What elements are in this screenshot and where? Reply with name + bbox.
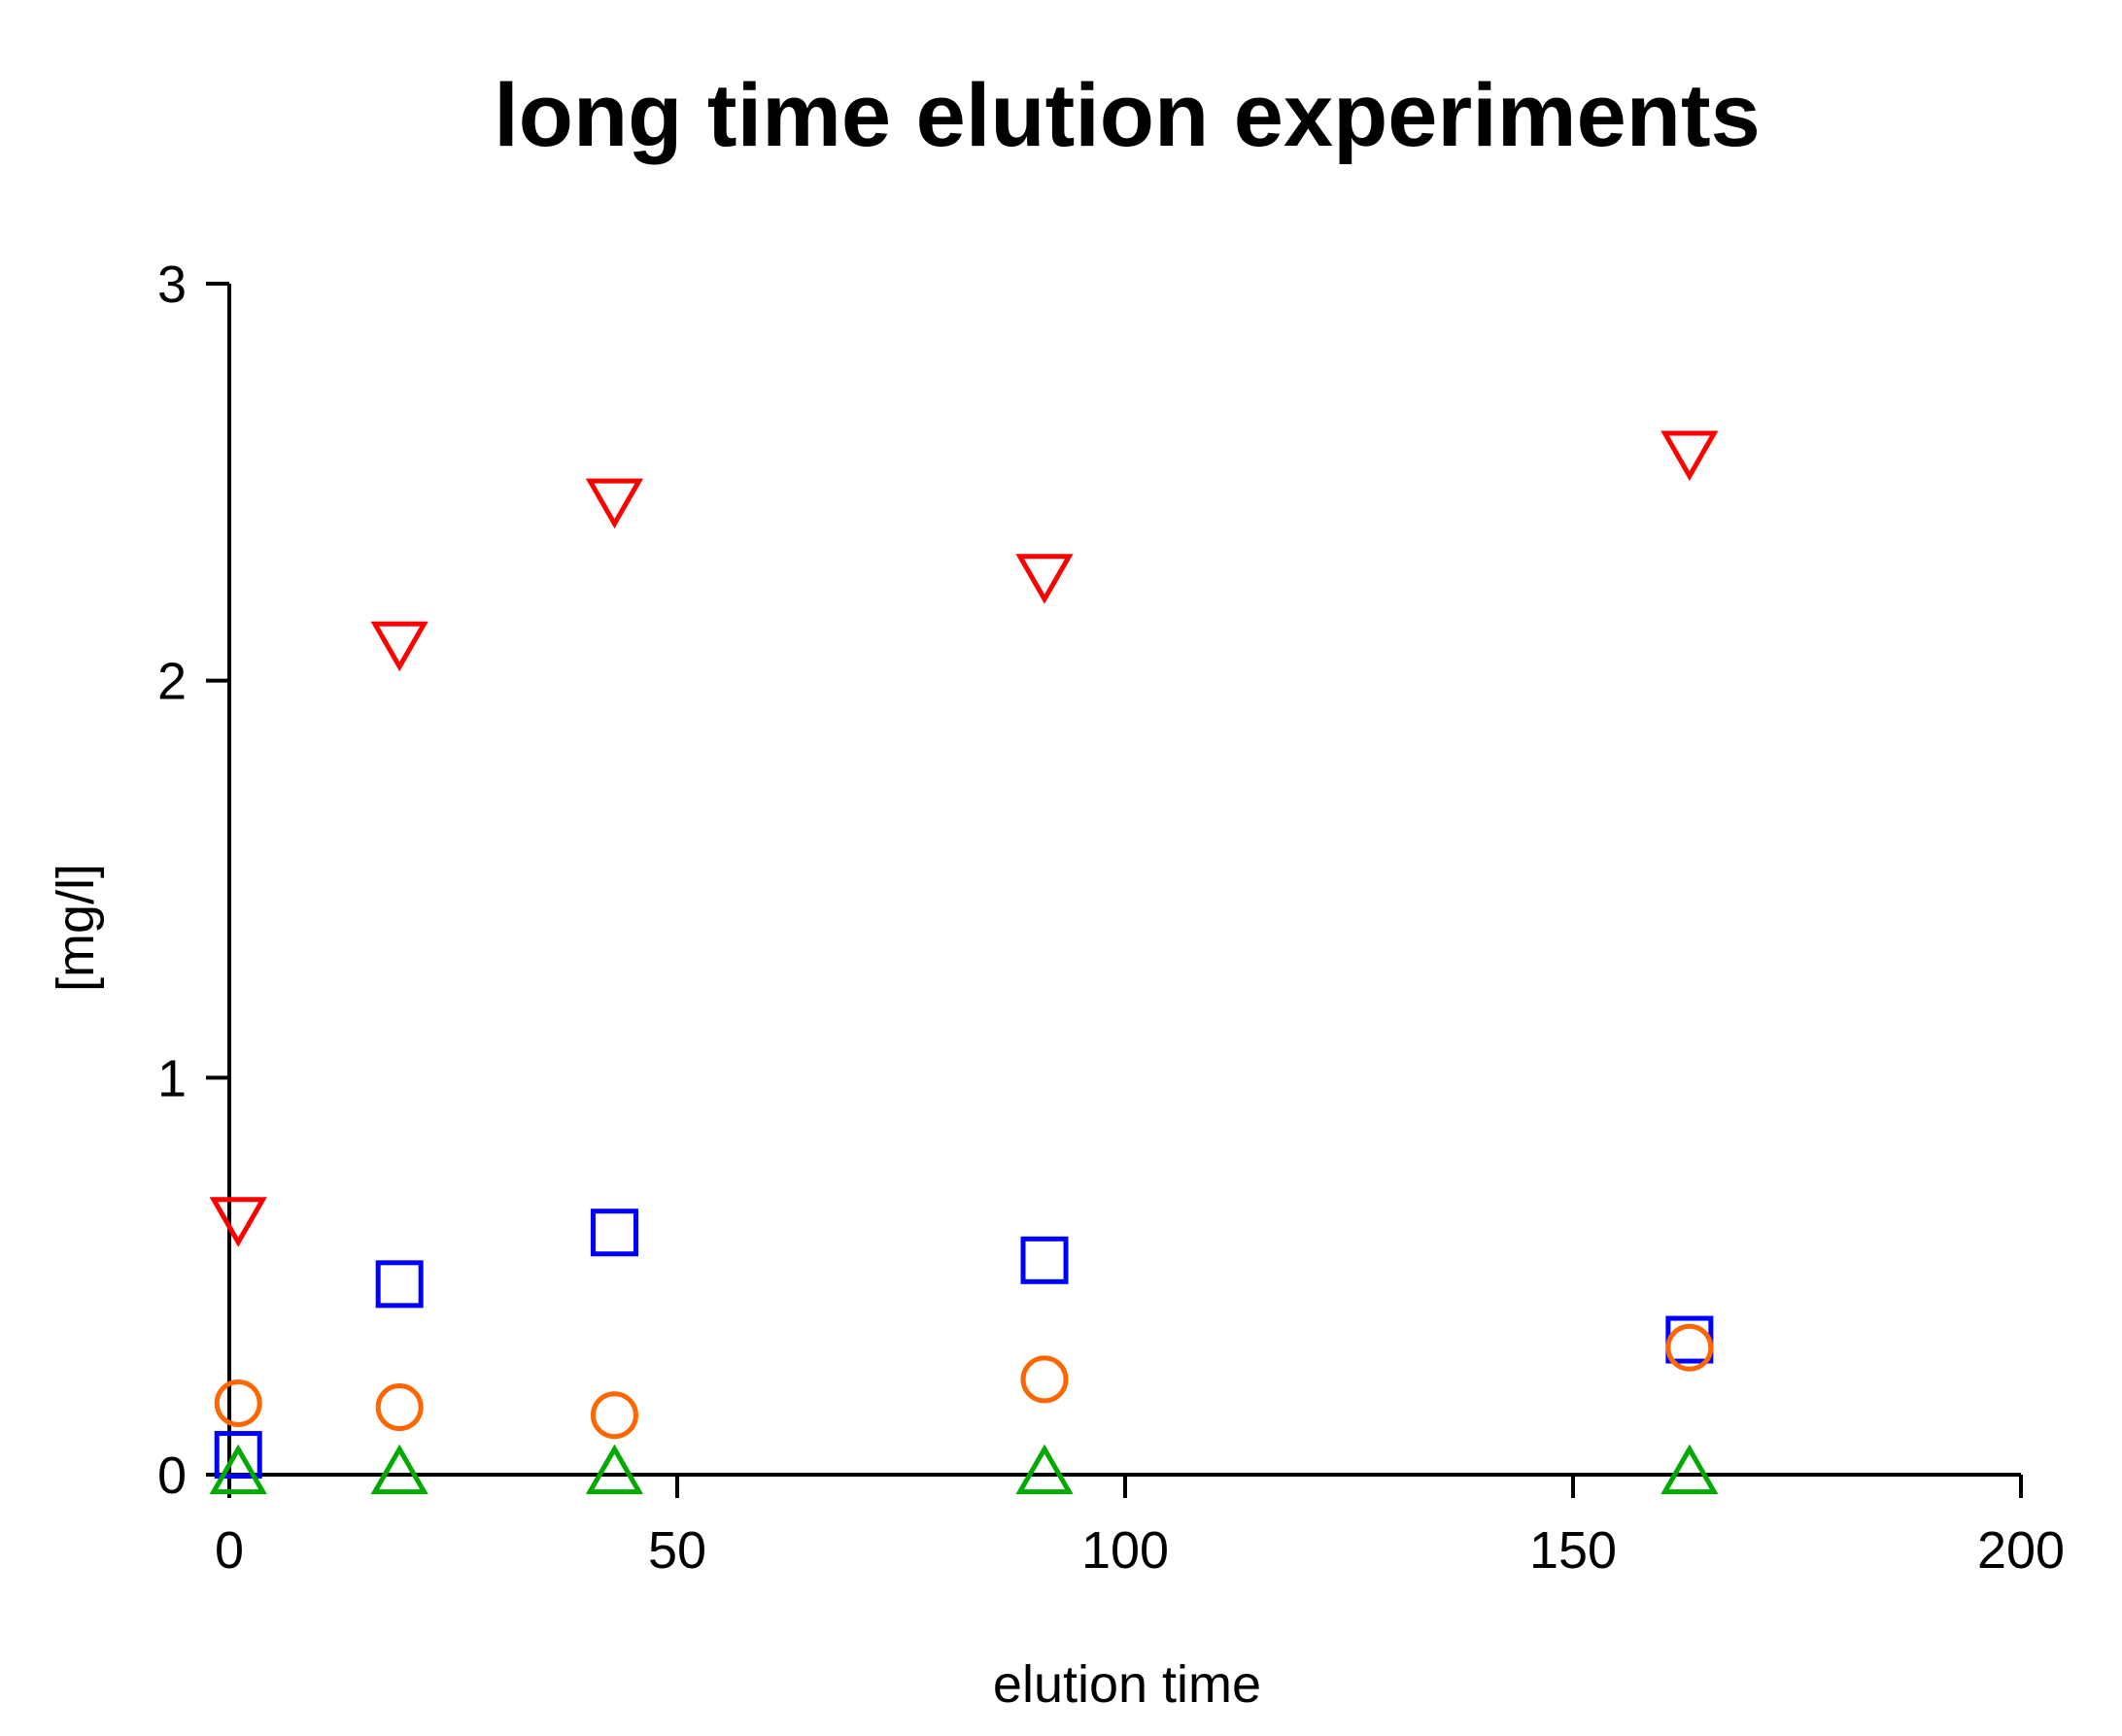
circle-point: [214, 1379, 262, 1427]
square-point: [375, 1260, 424, 1309]
circle-point: [1665, 1323, 1714, 1372]
y-tick-label: 0: [157, 1447, 187, 1505]
y-axis-label: [mg/l]: [47, 864, 105, 992]
circle-point: [1020, 1355, 1069, 1404]
x-tick-label: 0: [215, 1521, 244, 1580]
circle-point: [375, 1383, 424, 1432]
axis-ticks: 0 50 100 150 200 0 1 2 3: [157, 255, 2065, 1580]
x-axis-label: elution time: [993, 1655, 1261, 1714]
triangle-down-point: [1015, 554, 1074, 604]
y-tick-label: 2: [157, 653, 187, 711]
triangle-down-point: [370, 621, 428, 672]
triangle-up-point: [209, 1444, 267, 1495]
x-tick-label: 50: [648, 1521, 706, 1580]
triangle-down-point: [1660, 430, 1719, 482]
x-tick-label: 100: [1081, 1521, 1169, 1580]
x-tick-label: 200: [1977, 1521, 2065, 1580]
triangle-up-point: [585, 1444, 644, 1495]
square-point: [214, 1431, 262, 1480]
plot-axes: [227, 284, 2021, 1477]
triangle-down-point: [585, 478, 644, 529]
triangle-down-point: [209, 1197, 267, 1247]
square-point: [1020, 1236, 1069, 1284]
data-points: [209, 430, 1719, 1495]
triangle-up-point: [1660, 1444, 1719, 1495]
y-tick-label: 3: [157, 255, 187, 314]
x-tick-label: 150: [1529, 1521, 1617, 1580]
square-point: [590, 1208, 638, 1257]
circle-point: [590, 1391, 638, 1440]
y-tick-label: 1: [157, 1049, 187, 1107]
triangle-up-point: [1015, 1444, 1074, 1495]
chart-title: long time elution experiments: [494, 66, 1761, 165]
triangle-up-point: [370, 1444, 428, 1495]
